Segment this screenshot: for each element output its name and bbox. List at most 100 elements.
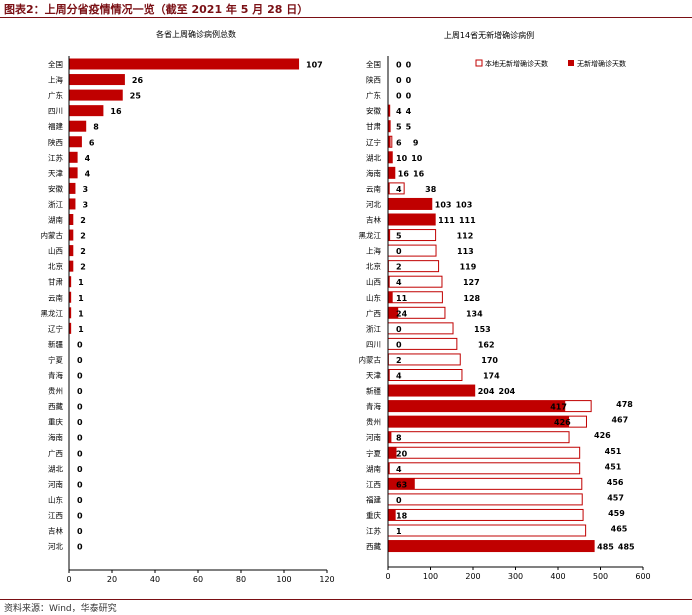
left-value-label: 107 [306, 61, 323, 70]
right-category-label: 山东 [366, 292, 381, 302]
left-category-label: 重庆 [48, 417, 63, 427]
right-outline-value-label: 451 [605, 447, 622, 456]
right-bar-filled [388, 540, 595, 552]
left-value-label: 2 [80, 232, 86, 241]
right-bar-filled [388, 478, 415, 490]
right-outline-value-label: 119 [460, 263, 477, 272]
right-filled-value-label: 0 [396, 92, 402, 101]
right-filled-value-label: 485 [597, 543, 614, 552]
left-category-label: 江苏 [48, 152, 63, 162]
right-outline-value-label: 111 [459, 216, 476, 225]
right-bar-filled [388, 151, 393, 163]
right-bar-filled [388, 198, 432, 210]
left-category-label: 天津 [48, 169, 63, 178]
right-outline-value-label: 174 [483, 372, 500, 381]
right-filled-value-label: 4 [396, 278, 402, 287]
right-filled-value-label: 103 [435, 200, 452, 209]
right-outline-value-label: 204 [499, 387, 516, 396]
right-category-label: 陕西 [366, 75, 381, 85]
right-outline-value-label: 459 [608, 509, 625, 518]
left-bar [69, 182, 76, 194]
right-filled-value-label: 4 [396, 107, 402, 116]
right-filled-value-label: 6 [396, 138, 402, 147]
right-x-tick-label: 100 [423, 572, 438, 581]
right-bar-outline [387, 462, 581, 475]
right-filled-value-label: 111 [438, 216, 455, 225]
left-value-label: 0 [77, 527, 83, 536]
left-value-label: 16 [110, 107, 122, 116]
left-bar [69, 322, 72, 334]
right-category-label: 贵州 [366, 417, 381, 427]
right-category-label: 甘肃 [366, 121, 381, 131]
left-value-label: 4 [85, 154, 91, 163]
left-value-label: 0 [77, 418, 83, 427]
left-category-label: 内蒙古 [41, 230, 64, 240]
right-category-label: 广东 [366, 90, 381, 100]
left-x-tick-label: 60 [193, 575, 203, 584]
figure-header: 图表2：上周分省疫情情况一览（截至 2021 年 5 月 28 日） [0, 0, 692, 18]
right-outline-value-label: 4 [406, 107, 412, 116]
left-value-label: 0 [77, 543, 83, 552]
right-bar-filled [388, 369, 390, 381]
right-outline-value-label: 0 [406, 61, 412, 70]
left-value-label: 4 [85, 169, 91, 178]
left-bar [69, 245, 74, 257]
left-value-label: 3 [82, 185, 88, 194]
left-category-label: 云南 [48, 292, 63, 302]
right-bar-outline [387, 446, 581, 459]
right-bar-filled [388, 136, 391, 148]
right-outline-value-label: 485 [618, 543, 635, 552]
right-bar-filled [388, 229, 391, 241]
right-bar-outline [387, 477, 583, 490]
left-value-label: 2 [80, 216, 86, 225]
right-category-label: 青海 [366, 401, 381, 411]
legend-label: 无新增确诊天数 [577, 59, 626, 68]
right-category-label: 黑龙江 [359, 230, 382, 240]
right-category-label: 江西 [366, 480, 381, 489]
legend-swatch-filled [568, 60, 574, 66]
right-bar-filled [388, 307, 399, 319]
left-bar [69, 105, 104, 117]
left-bar [69, 307, 72, 319]
left-category-label: 福建 [48, 121, 63, 131]
left-category-label: 广西 [48, 448, 63, 458]
right-category-label: 海南 [366, 168, 381, 178]
left-category-label: 青海 [48, 370, 63, 380]
right-category-label: 河北 [366, 200, 381, 209]
left-x-tick-label: 100 [276, 575, 291, 584]
right-category-label: 吉林 [366, 215, 381, 225]
right-bar-filled [388, 385, 475, 397]
right-bar-filled [388, 276, 390, 288]
left-bar [69, 58, 300, 70]
right-category-label: 浙江 [366, 323, 381, 333]
right-filled-value-label: 4 [396, 372, 402, 381]
header-rule [0, 17, 692, 18]
left-category-label: 江西 [48, 511, 63, 520]
right-bar-outline [387, 431, 570, 444]
right-category-label: 辽宁 [366, 137, 381, 147]
right-category-label: 湖南 [366, 463, 381, 473]
right-category-label: 河南 [366, 432, 381, 442]
left-category-label: 四川 [48, 107, 63, 116]
right-outline-value-label: 134 [466, 309, 483, 318]
right-outline-value-label: 112 [457, 232, 474, 241]
figure-title: 图表2：上周分省疫情情况一览（截至 2021 年 5 月 28 日） [4, 3, 309, 16]
left-category-label: 安徽 [48, 183, 63, 193]
right-filled-value-label: 2 [396, 263, 402, 272]
right-outline-value-label: 457 [607, 493, 624, 502]
right-filled-value-label: 8 [396, 434, 402, 443]
right-category-label: 新疆 [366, 386, 381, 396]
right-category-label: 山西 [366, 277, 381, 287]
left-category-label: 甘肃 [48, 277, 63, 287]
left-x-tick-label: 80 [236, 575, 246, 584]
right-category-label: 重庆 [366, 510, 381, 520]
right-outline-value-label: 103 [456, 200, 473, 209]
right-filled-value-label: 11 [396, 294, 408, 303]
left-x-tick-label: 20 [107, 575, 117, 584]
right-filled-value-label: 20 [396, 449, 408, 458]
left-category-label: 全国 [48, 59, 63, 69]
left-category-label: 陕西 [48, 137, 63, 147]
left-bar [69, 291, 72, 303]
right-outline-value-label: 153 [474, 325, 491, 334]
